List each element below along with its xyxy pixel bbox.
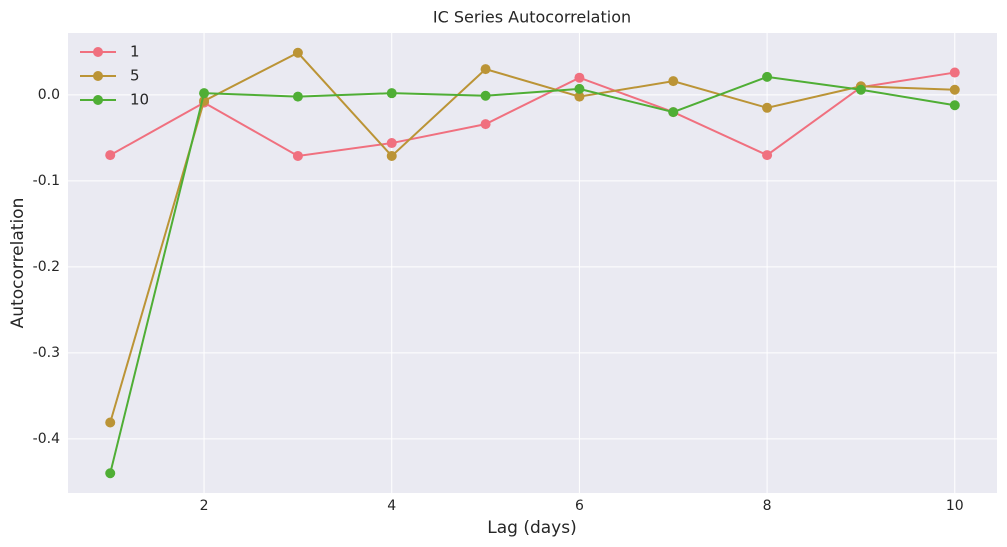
y-axis-label: Autocorrelation	[8, 198, 28, 329]
x-axis-label: Lag (days)	[487, 518, 576, 538]
legend-label: 5	[130, 67, 140, 85]
data-point	[480, 119, 491, 130]
x-tick-label: 8	[763, 498, 772, 514]
legend-marker	[93, 95, 103, 105]
data-point	[949, 67, 960, 78]
series-line	[109, 71, 955, 157]
y-tick-label: 0.0	[38, 87, 60, 103]
x-tick-label: 10	[946, 498, 964, 514]
data-point	[762, 102, 773, 113]
data-point	[574, 72, 585, 83]
series-line	[109, 75, 955, 474]
data-point	[386, 138, 397, 149]
y-tick-label: -0.2	[33, 259, 60, 275]
data-point	[574, 91, 585, 102]
data-point	[480, 64, 491, 75]
data-point	[480, 90, 491, 101]
data-point	[105, 150, 116, 161]
data-point	[762, 71, 773, 82]
x-tick-label: 4	[387, 498, 396, 514]
data-point	[855, 84, 866, 95]
data-point	[949, 100, 960, 111]
y-tick-label: -0.1	[33, 173, 60, 189]
legend-label: 10	[130, 91, 149, 109]
chart-title: IC Series Autocorrelation	[433, 8, 631, 27]
x-tick-label: 2	[200, 498, 209, 514]
series-line	[109, 51, 955, 423]
data-point	[762, 150, 773, 161]
y-tick-label: -0.3	[33, 345, 60, 361]
data-point	[199, 88, 210, 99]
legend-label: 1	[130, 43, 140, 61]
legend-marker	[93, 71, 103, 81]
plot-area	[68, 33, 997, 493]
data-point	[292, 91, 303, 102]
y-tick-label: -0.4	[33, 431, 60, 447]
data-point	[668, 76, 679, 87]
data-point	[668, 107, 679, 118]
data-point	[949, 84, 960, 95]
data-point	[105, 417, 116, 428]
legend-marker	[93, 47, 103, 57]
x-tick-label: 6	[575, 498, 584, 514]
data-point	[292, 150, 303, 161]
data-point	[386, 150, 397, 161]
data-point	[574, 83, 585, 94]
data-point	[386, 88, 397, 99]
data-point	[105, 468, 116, 479]
data-point	[292, 47, 303, 58]
